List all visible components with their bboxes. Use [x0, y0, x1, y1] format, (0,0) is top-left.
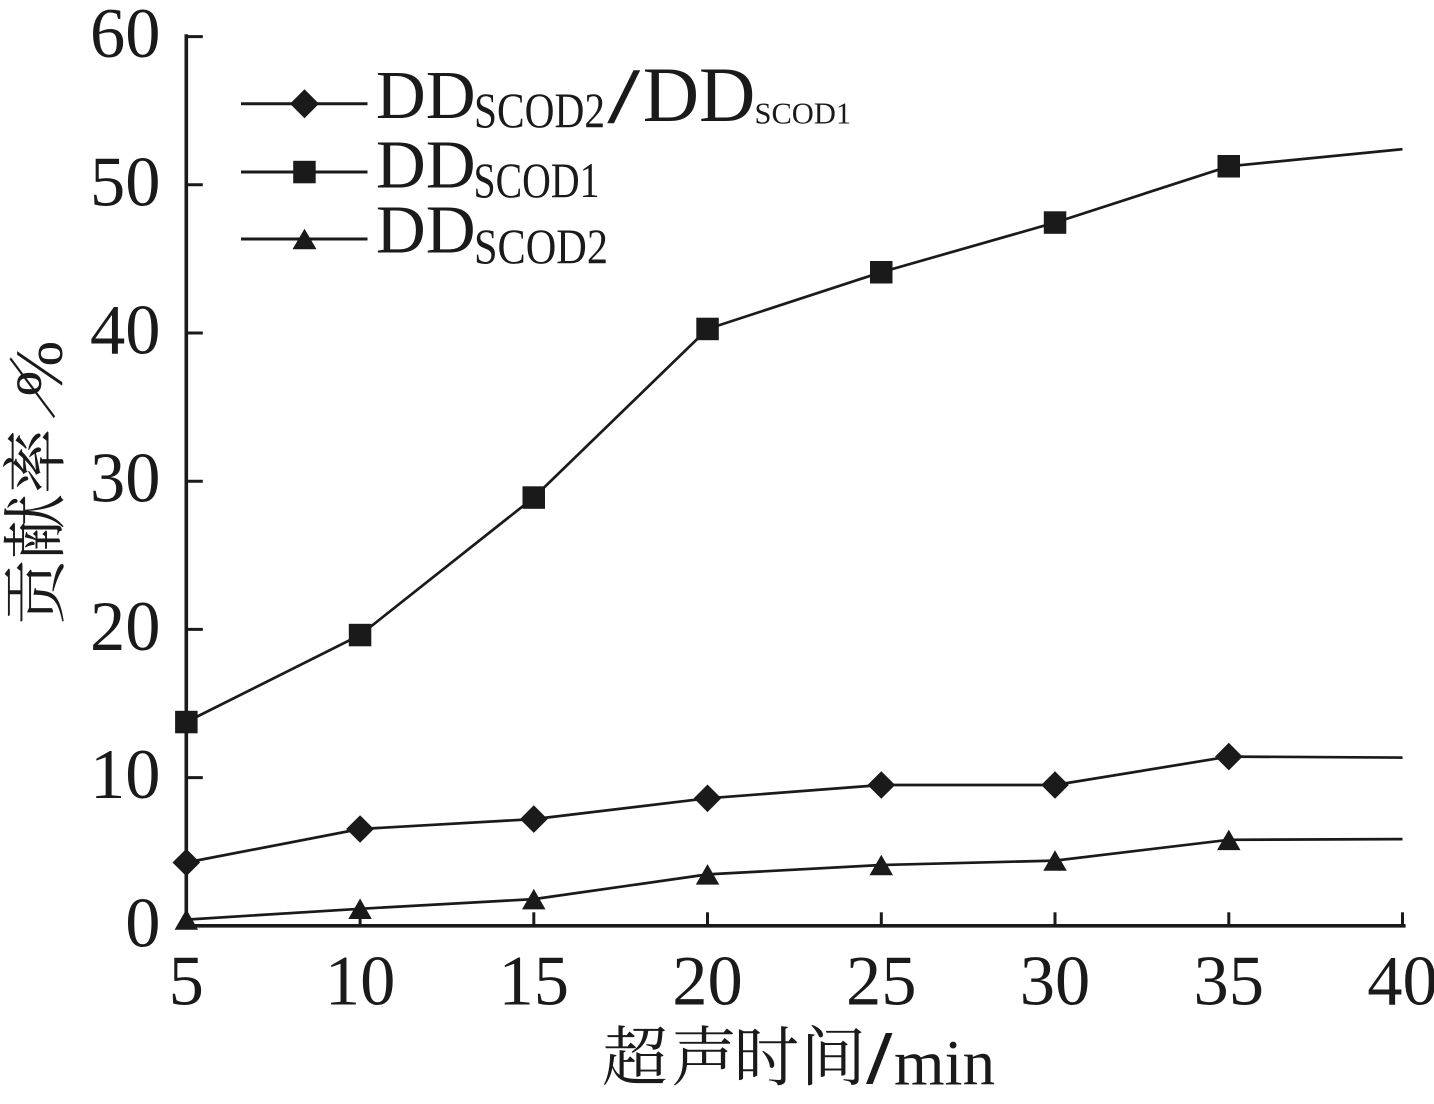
svg-text:SCOD2: SCOD2 — [474, 82, 605, 138]
svg-text:DD: DD — [643, 51, 756, 138]
svg-text:SCOD1: SCOD1 — [755, 97, 852, 131]
svg-text:min: min — [894, 1028, 995, 1100]
svg-text:50: 50 — [90, 143, 161, 221]
svg-text:%: % — [3, 341, 77, 397]
svg-text:40: 40 — [1367, 942, 1434, 1020]
svg-text:60: 60 — [90, 0, 161, 73]
svg-text:30: 30 — [1020, 942, 1091, 1020]
svg-text:5: 5 — [169, 942, 204, 1020]
svg-text:10: 10 — [90, 736, 161, 814]
svg-text:DD: DD — [376, 57, 476, 133]
svg-text:0: 0 — [125, 884, 160, 962]
svg-text:DD: DD — [376, 192, 476, 268]
svg-text:40: 40 — [90, 292, 161, 370]
svg-text:20: 20 — [90, 588, 161, 666]
svg-text:DD: DD — [376, 126, 476, 202]
svg-text:25: 25 — [846, 942, 917, 1020]
svg-text:15: 15 — [499, 942, 570, 1020]
svg-text:SCOD2: SCOD2 — [474, 218, 608, 274]
svg-text:30: 30 — [90, 440, 161, 518]
svg-text:SCOD1: SCOD1 — [474, 152, 600, 208]
svg-text:35: 35 — [1194, 942, 1265, 1020]
svg-text:10: 10 — [325, 942, 396, 1020]
svg-text:20: 20 — [672, 942, 743, 1020]
